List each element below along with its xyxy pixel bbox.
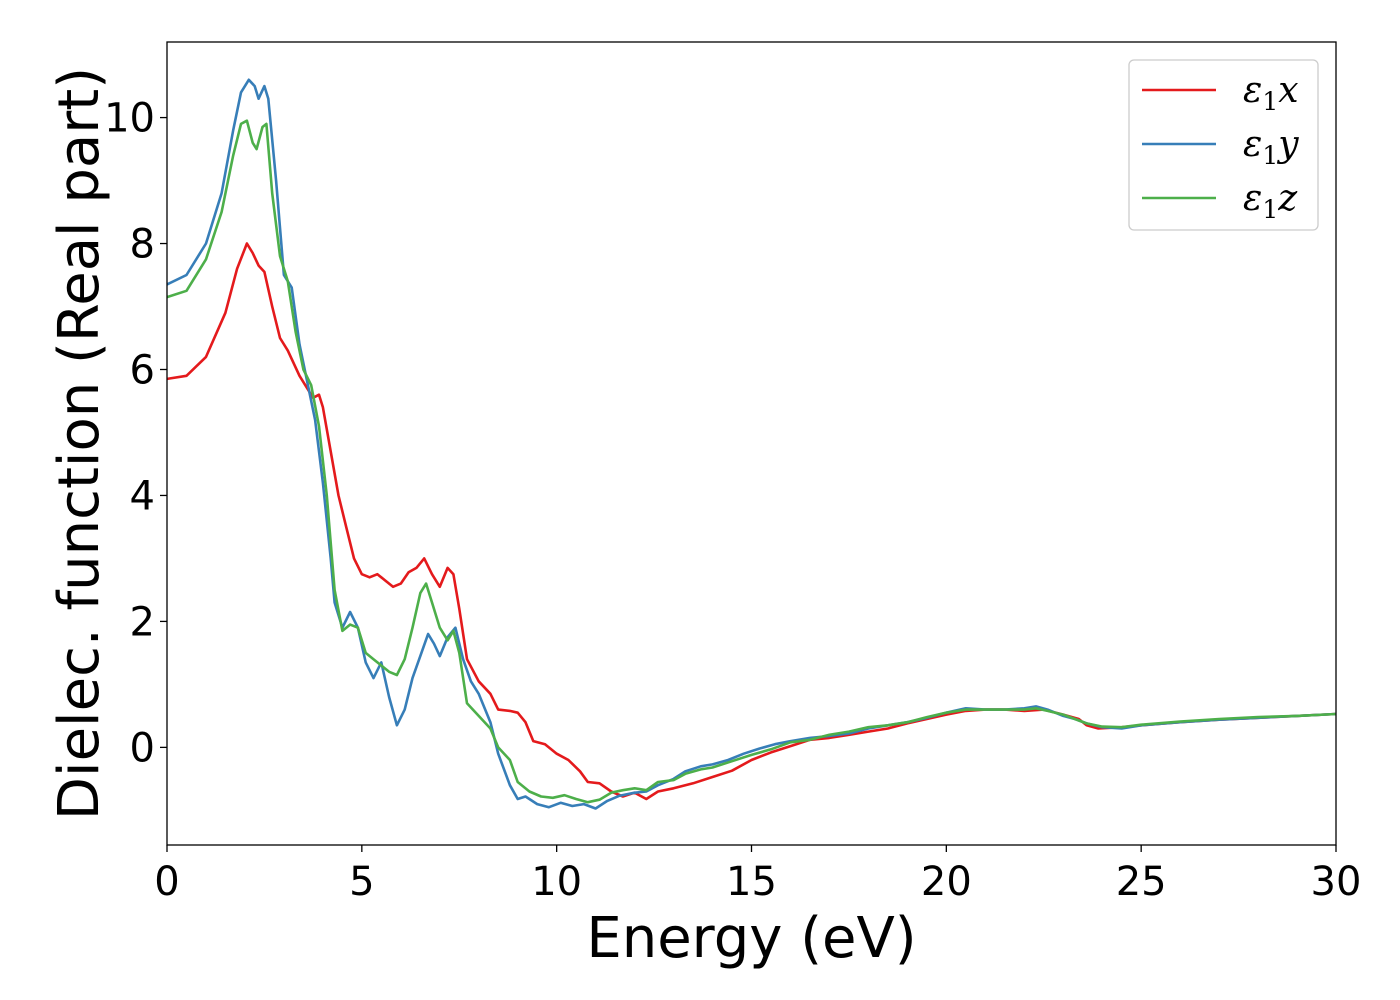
legend-box (1128, 59, 1319, 231)
x-tick-label: 10 (531, 859, 582, 905)
series-lines (167, 78, 1336, 810)
y-tick-label: 2 (130, 599, 155, 645)
y-tick-label: 10 (104, 96, 155, 142)
legend-label-y: ε1y (1243, 124, 1299, 170)
legend-label-x: ε1x (1243, 70, 1299, 116)
series-line-z (167, 119, 1336, 804)
x-tick-label: 20 (921, 859, 972, 905)
x-tick-label: 25 (1116, 859, 1167, 905)
axis-ticks: 0 5 10 15 20 25 30 0 2 4 6 8 10 (104, 96, 1361, 905)
series-line-x (167, 242, 1336, 801)
y-tick-label: 6 (130, 347, 155, 393)
y-tick-label: 8 (130, 222, 155, 268)
x-tick-label: 5 (349, 859, 374, 905)
y-tick-label: 0 (130, 725, 155, 771)
y-tick-label: 4 (130, 473, 155, 519)
legend-label-z: ε1z (1243, 178, 1298, 224)
x-tick-label: 0 (154, 859, 179, 905)
x-tick-label: 30 (1311, 859, 1362, 905)
x-axis-label: Energy (eV) (586, 906, 916, 971)
x-tick-label: 15 (726, 859, 777, 905)
y-axis-label: Dielec. function (Real part) (47, 67, 112, 820)
legend-items: ε1x ε1y ε1z (1142, 70, 1299, 224)
legend: ε1x ε1y ε1z (1128, 59, 1319, 231)
